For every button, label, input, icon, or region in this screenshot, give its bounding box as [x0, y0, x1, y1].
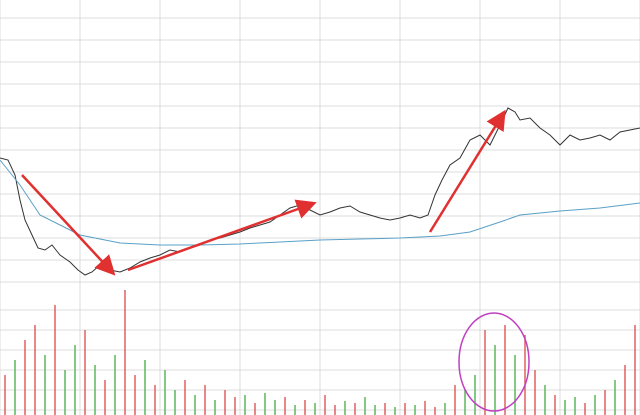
volume-bar: [624, 365, 626, 415]
volume-bar: [454, 385, 456, 415]
volume-bar: [494, 345, 496, 415]
volume-bar: [314, 403, 316, 415]
volume-bar: [274, 400, 276, 415]
volume-bar: [4, 375, 6, 415]
arrow: [428, 109, 506, 233]
volume-bar: [484, 330, 486, 415]
volume-bar: [634, 325, 636, 415]
volume-bar: [524, 335, 526, 415]
volume-bar: [64, 370, 66, 415]
volume-bar: [294, 405, 296, 415]
volume-bar: [194, 395, 196, 415]
volume-bar: [84, 330, 86, 415]
volume-bar: [224, 390, 226, 415]
volume-bar: [474, 375, 476, 415]
volume-bar: [514, 355, 516, 415]
volume-bar: [554, 395, 556, 415]
volume-bar: [264, 393, 266, 415]
volume-bar: [424, 401, 426, 415]
volume-bar: [504, 325, 506, 415]
volume-bar: [464, 390, 466, 415]
volume-bar: [124, 290, 126, 415]
volume-bar: [94, 365, 96, 415]
volume-bar: [544, 385, 546, 415]
volume-bar: [604, 390, 606, 415]
volume-bar: [564, 400, 566, 415]
volume-bar: [234, 397, 236, 415]
volume-bar: [404, 403, 406, 415]
arrow: [127, 199, 317, 272]
volume-bar: [134, 375, 136, 415]
volume-bar: [614, 380, 616, 415]
volume-bar: [114, 355, 116, 415]
volume-bar: [304, 400, 306, 415]
volume-bar: [164, 370, 166, 415]
volume-bar: [384, 403, 386, 415]
volume-bar: [574, 397, 576, 415]
volume-bar: [254, 403, 256, 415]
volume-bar: [594, 395, 596, 415]
volume-bar: [324, 395, 326, 415]
volume-bar: [104, 380, 106, 415]
price-line: [0, 159, 640, 246]
volume-bar: [44, 355, 46, 415]
annotations: [21, 109, 530, 412]
arrow: [21, 174, 116, 276]
volume-bar: [54, 305, 56, 415]
volume-bar: [374, 405, 376, 415]
volume-bar: [34, 325, 36, 415]
volume-bar: [14, 360, 16, 415]
volume-bar: [184, 380, 186, 415]
volume-bar: [434, 407, 436, 415]
volume-bar: [214, 400, 216, 415]
volume-bar: [394, 407, 396, 415]
highlight-circle: [458, 312, 530, 412]
volume-bar: [354, 403, 356, 415]
volume-bar: [584, 403, 586, 415]
volume-bar: [334, 405, 336, 415]
volume-bar: [144, 360, 146, 415]
volume-bar: [154, 385, 156, 415]
volume-bar: [74, 345, 76, 415]
volume-bar: [244, 395, 246, 415]
volume-bar: [174, 390, 176, 415]
volume-bar: [284, 397, 286, 415]
volume-bar: [414, 405, 416, 415]
volume-bar: [534, 370, 536, 415]
volume-bar: [24, 340, 26, 415]
volume-bar: [204, 385, 206, 415]
volume-bar: [344, 401, 346, 415]
volume-bar: [444, 403, 446, 415]
volume-bar: [364, 397, 366, 415]
